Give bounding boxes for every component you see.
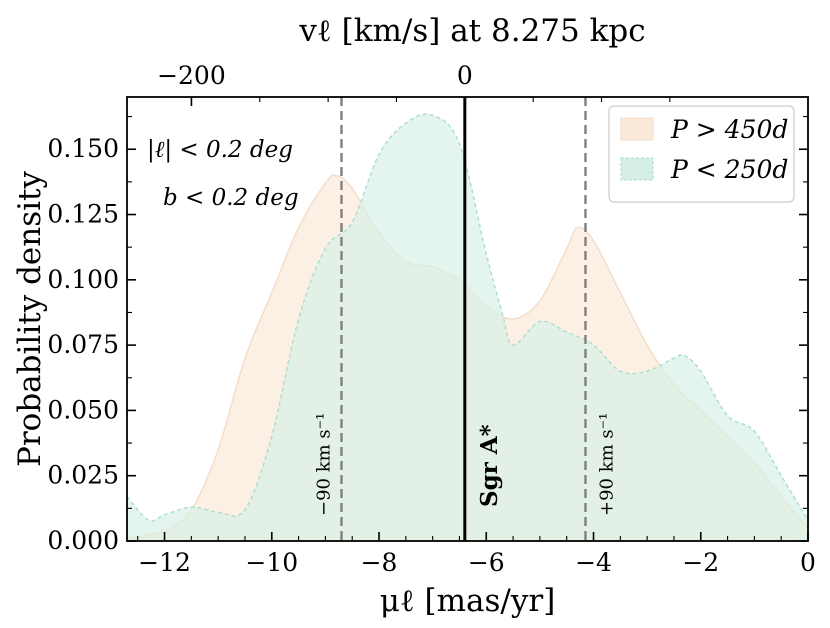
legend-swatch-1 [620,157,654,181]
top-axis-title: vℓ [km/s] at 8.275 kpc [298,13,645,49]
x-tick-label: −8 [361,548,398,577]
legend-box [608,105,795,203]
legend-swatch-0 [620,117,654,141]
y-tick-label: 0.025 [47,461,119,490]
y-tick-label: 0.125 [47,200,119,229]
vline-label-1: Sgr A* [476,424,503,507]
y-tick-label: 0.075 [47,330,119,359]
plot-area: −90 km s⁻¹ Sgr A* +90 km s⁻¹ |ℓ| < 0.2 deg b… [12,13,816,619]
x-tick-label: −2 [682,548,719,577]
vline-label-2: +90 km s⁻¹ [596,413,617,516]
vline-label-0: −90 km s⁻¹ [313,413,334,516]
y-tick-label: 0.000 [47,526,119,555]
series-area-1 [127,114,808,541]
top-tick-label: 0 [457,61,473,90]
y-tick-label: 0.100 [47,265,119,294]
x-tick-label: −4 [575,548,612,577]
annotation-b: b < 0.2 deg [163,185,299,211]
legend-label-0: P > 450d [670,115,788,144]
x-tick-label: −12 [138,548,191,577]
y-tick-label: 0.050 [47,395,119,424]
x-tick-label: 0 [800,548,816,577]
annotation-l: |ℓ| < 0.2 deg [147,137,293,163]
y-axis-title: Probability density [12,171,48,468]
y-tick-label: 0.150 [47,134,119,163]
legend-label-1: P < 250d [670,155,788,184]
series-line-1 [127,113,808,522]
x-tick-label: −6 [468,548,505,577]
x-axis-title: μℓ [mas/yr] [380,583,556,619]
top-tick-label: −200 [157,61,226,90]
x-tick-label: −10 [245,548,298,577]
plot-frame [126,96,809,542]
